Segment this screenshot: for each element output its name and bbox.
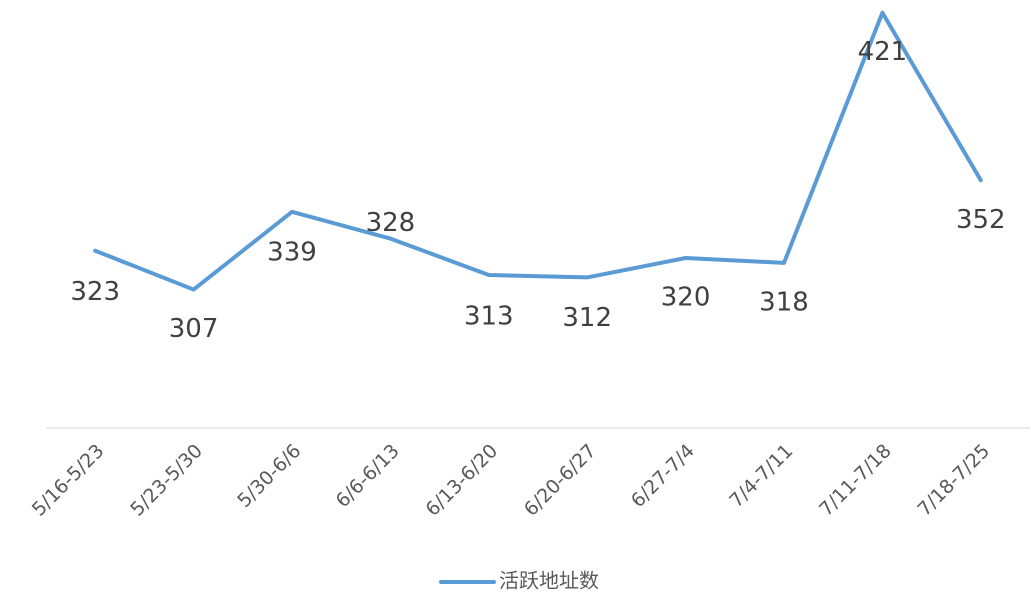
x-tick-label: 5/23-5/30 [126,440,207,521]
x-tick-label: 6/20-6/27 [520,440,601,521]
value-label: 328 [366,208,416,238]
value-label: 320 [661,283,711,313]
value-label: 339 [267,237,317,267]
value-label: 323 [70,277,120,307]
value-label: 313 [464,302,514,332]
x-tick-label: 7/4-7/11 [725,440,797,512]
value-label: 421 [858,37,908,67]
x-tick-label: 6/6-6/13 [332,440,404,512]
x-tick-label: 7/18-7/25 [913,440,994,521]
value-label: 318 [759,287,809,317]
value-label: 312 [562,303,612,333]
x-tick-label: 5/16-5/23 [28,440,109,521]
data-line [93,10,983,292]
x-tick-label: 5/30-6/6 [233,440,305,512]
x-tick-label: 7/11-7/18 [815,440,896,521]
value-label: 352 [956,205,1006,235]
x-tick-label: 6/13-6/20 [421,440,502,521]
value-label: 307 [169,314,219,344]
legend-label: 活跃地址数 [499,569,599,593]
x-tick-label: 6/27-7/4 [627,440,699,512]
